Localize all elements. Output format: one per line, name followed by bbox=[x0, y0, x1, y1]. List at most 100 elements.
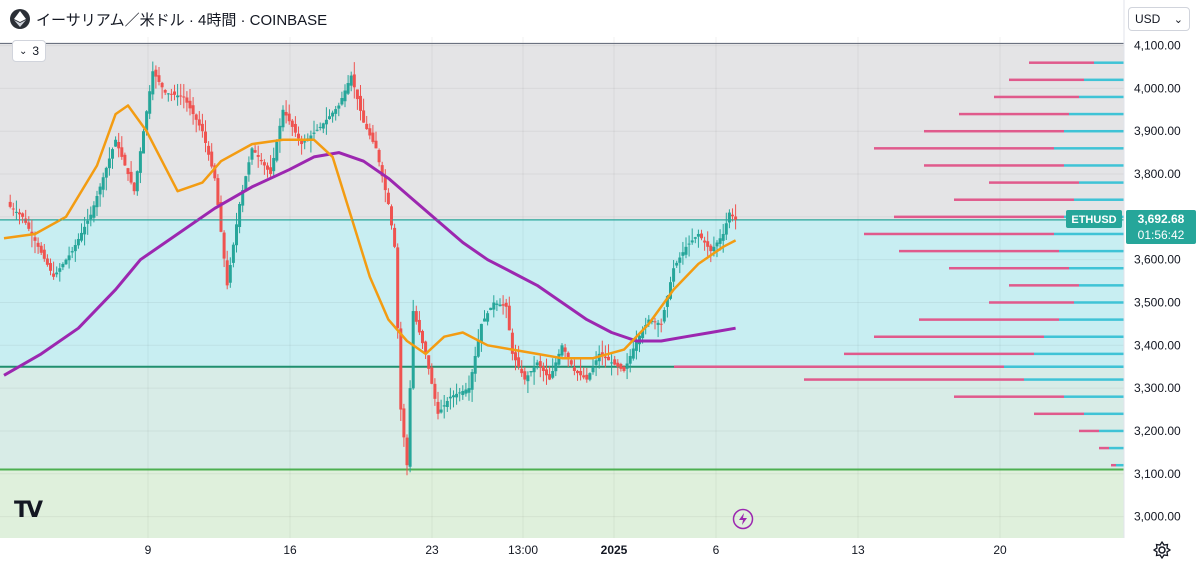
lightning-icon[interactable] bbox=[732, 508, 754, 530]
candle-body bbox=[538, 361, 542, 367]
candle-body bbox=[21, 213, 25, 217]
volume-profile-bar-down bbox=[1029, 61, 1094, 64]
candle-body bbox=[628, 356, 632, 364]
candle-body bbox=[142, 131, 145, 154]
volume-profile-bar-down bbox=[1034, 412, 1084, 416]
candle-body bbox=[616, 362, 620, 367]
volume-profile-bar-down bbox=[674, 365, 1004, 368]
candle-body bbox=[160, 82, 164, 88]
candle-body bbox=[132, 182, 136, 192]
candle-body bbox=[476, 339, 480, 357]
candle-body bbox=[262, 162, 266, 166]
candle-body bbox=[138, 151, 142, 173]
indicators-collapse-button[interactable]: ⌄ 3 bbox=[12, 40, 47, 62]
candle-body bbox=[591, 366, 595, 373]
candle-body bbox=[27, 222, 31, 229]
candle-body bbox=[588, 373, 592, 380]
candle-body bbox=[173, 91, 176, 95]
volume-profile-bar-up bbox=[1004, 365, 1124, 368]
candle-body bbox=[464, 389, 468, 394]
candle-body bbox=[365, 123, 369, 130]
volume-profile-bar-down bbox=[924, 164, 1064, 167]
x-tick-label: 2025 bbox=[601, 543, 628, 557]
candle-body bbox=[700, 233, 703, 239]
y-tick-label: 3,200.00 bbox=[1134, 424, 1181, 438]
volume-profile-bar-up bbox=[1064, 164, 1124, 167]
candle-body bbox=[123, 154, 127, 166]
candle-body bbox=[244, 176, 248, 192]
candle-body bbox=[197, 119, 201, 126]
candle-body bbox=[517, 357, 521, 367]
ma-line-purple bbox=[3, 151, 736, 377]
candle-body bbox=[362, 110, 366, 123]
candle-body bbox=[241, 190, 245, 206]
candle-body bbox=[290, 120, 294, 127]
zone-middle bbox=[0, 366, 1124, 470]
candle-body bbox=[45, 258, 49, 265]
candle-body bbox=[607, 356, 610, 361]
candle-body bbox=[430, 367, 434, 384]
candle-body bbox=[470, 372, 474, 390]
symbol-title-bar[interactable]: イーサリアム／米ドル · 4時間 · COINBASE bbox=[8, 6, 334, 32]
candle-body bbox=[182, 96, 186, 98]
candle-body bbox=[421, 330, 424, 344]
candle-body bbox=[176, 95, 180, 98]
x-axis-panel bbox=[0, 538, 1124, 568]
candle-body bbox=[535, 362, 539, 366]
candle-body bbox=[368, 128, 372, 136]
volume-profile-bar-up bbox=[1054, 147, 1124, 150]
y-tick-label: 3,500.00 bbox=[1134, 295, 1181, 309]
candle-body bbox=[523, 371, 527, 380]
candle-body bbox=[672, 268, 676, 282]
y-tick-label: 4,000.00 bbox=[1134, 81, 1181, 95]
candle-body bbox=[148, 91, 152, 114]
candle-body bbox=[579, 370, 583, 376]
volume-profile-bar-up bbox=[1099, 429, 1124, 433]
candle-body bbox=[194, 114, 198, 120]
volume-profile-bar-down bbox=[844, 352, 1034, 356]
candle-body bbox=[80, 232, 83, 241]
candle-body bbox=[554, 362, 558, 372]
candle-body bbox=[145, 111, 149, 131]
candle-body bbox=[253, 150, 257, 153]
gear-icon[interactable] bbox=[1152, 540, 1172, 560]
candle-body bbox=[275, 141, 279, 161]
candle-body bbox=[479, 323, 483, 343]
candle-body bbox=[309, 135, 313, 141]
x-tick-label: 20 bbox=[993, 543, 1007, 557]
currency-select[interactable]: USD ⌄ bbox=[1128, 7, 1190, 31]
chevron-down-icon: ⌄ bbox=[19, 45, 28, 57]
candle-body bbox=[622, 366, 626, 371]
candle-body bbox=[492, 302, 496, 310]
candle-body bbox=[58, 268, 62, 272]
candle-body bbox=[222, 232, 226, 259]
candle-body bbox=[659, 323, 663, 325]
candle-body bbox=[504, 302, 508, 307]
candle-body bbox=[331, 112, 335, 117]
candle-body bbox=[486, 313, 490, 322]
volume-profile-bar-down bbox=[949, 266, 1069, 270]
candle-body bbox=[36, 242, 40, 247]
candle-body bbox=[693, 237, 697, 239]
volume-profile-bar-up bbox=[1059, 249, 1124, 253]
volume-profile-bar-down bbox=[989, 181, 1079, 184]
candle-body bbox=[55, 272, 59, 275]
volume-profile-bar-up bbox=[1074, 301, 1124, 304]
candle-body bbox=[495, 303, 499, 305]
candle-body bbox=[250, 148, 254, 160]
volume-profile-bar-down bbox=[924, 129, 1064, 133]
candle-body bbox=[126, 168, 130, 175]
volume-profile-bar-down bbox=[959, 112, 1069, 116]
candle-body bbox=[703, 240, 707, 243]
candle-body bbox=[448, 396, 452, 399]
candle-body bbox=[424, 341, 428, 354]
candle-body bbox=[427, 355, 431, 369]
x-tick-label: 13 bbox=[851, 543, 865, 557]
candle-body bbox=[532, 366, 536, 373]
candle-body bbox=[576, 370, 579, 374]
candle-body bbox=[396, 247, 400, 329]
candle-body bbox=[563, 347, 567, 352]
volume-profile-bar-down bbox=[864, 232, 1054, 236]
candle-body bbox=[67, 255, 71, 261]
